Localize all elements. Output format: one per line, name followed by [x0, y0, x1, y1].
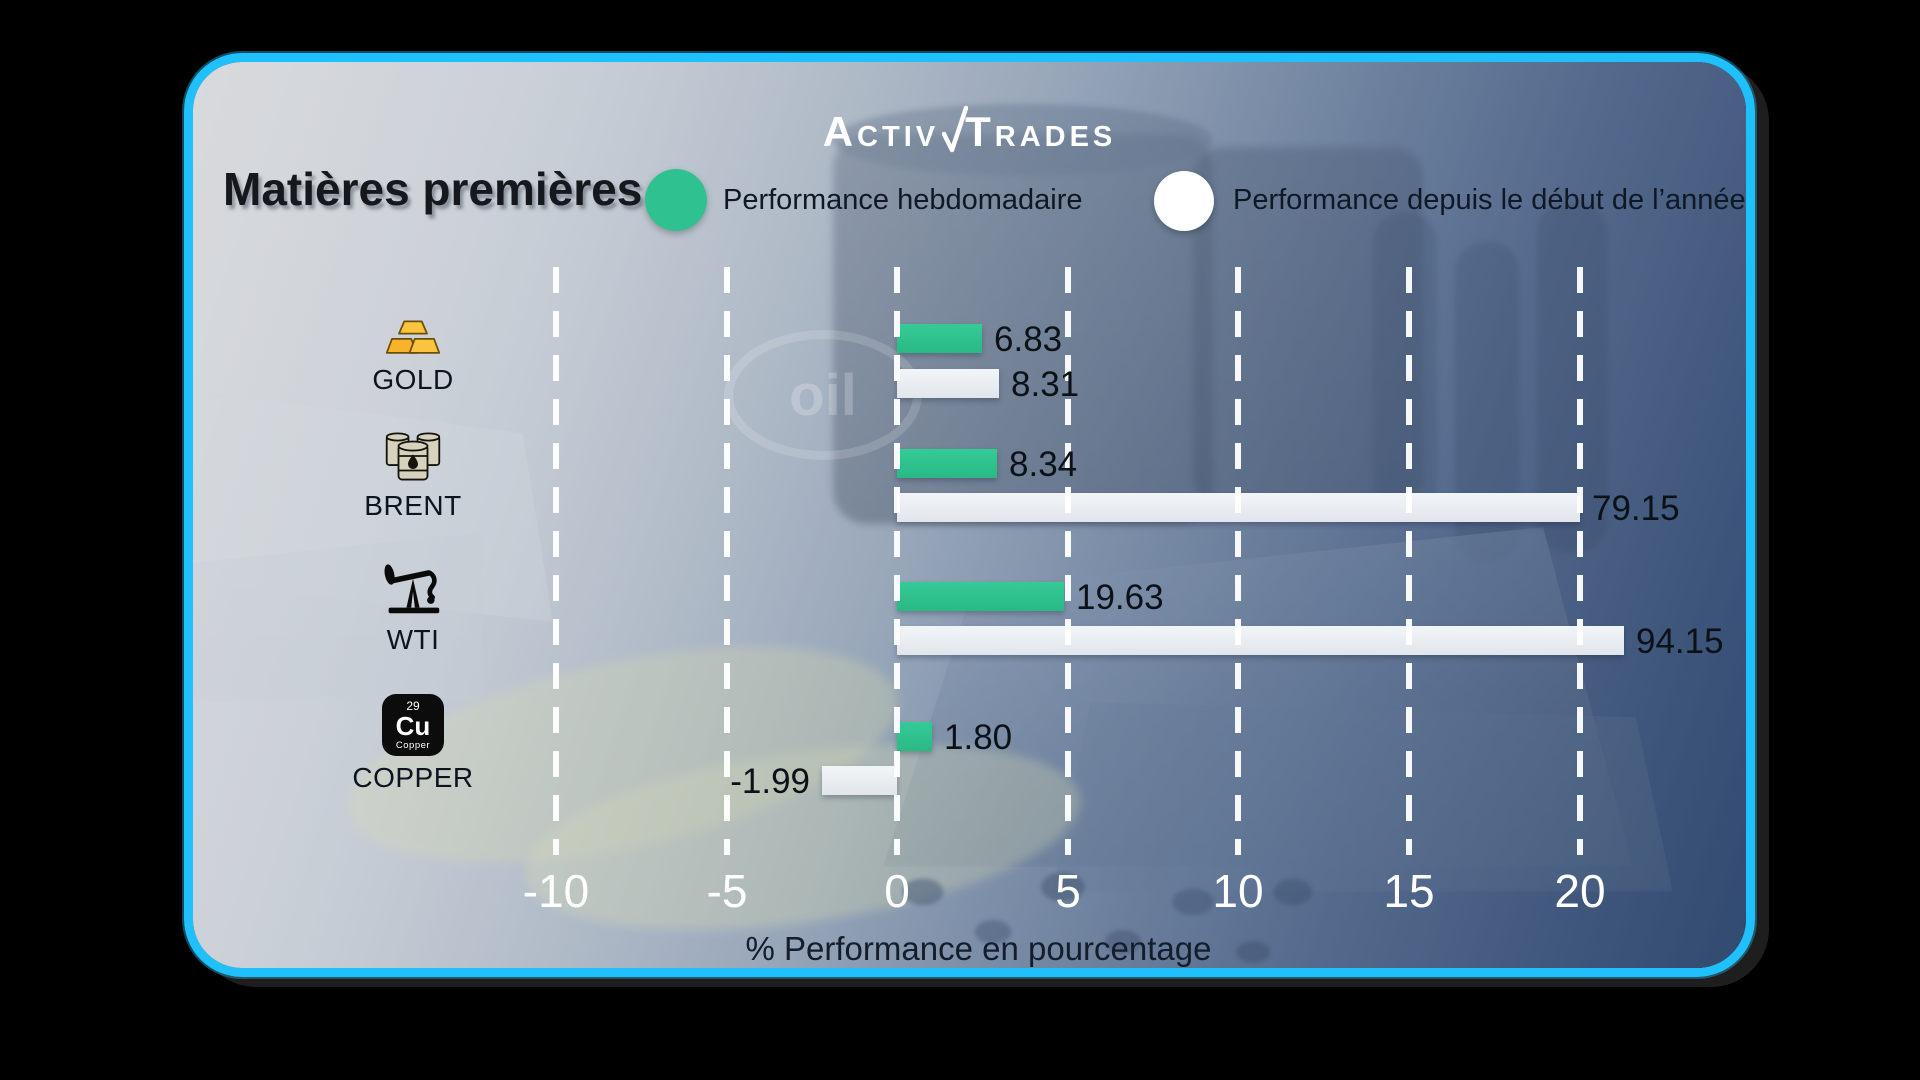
gridline-15 [1406, 267, 1412, 855]
category-label-copper: COPPER [352, 762, 474, 793]
gold-ytd-bar [897, 369, 999, 398]
copper-weekly-bar [897, 722, 932, 751]
x-tick-15: 15 [1383, 865, 1435, 917]
copper-name: Copper [395, 739, 431, 751]
brent-weekly-value: 8.34 [1009, 445, 1078, 484]
logo-word-activ: ACTIV [822, 108, 940, 155]
gridline-0 [894, 267, 900, 855]
copper-ytd-bar [822, 766, 897, 795]
x-tick--10: -10 [522, 865, 590, 917]
background-photo [193, 62, 1746, 968]
wti-weekly-bar [897, 582, 1064, 611]
activtrades-logo: ACTIV TRADES [193, 94, 1746, 163]
oil-barrels-icon [384, 428, 442, 489]
ytd-legend-label: Performance depuis le début de l’année [1233, 184, 1746, 216]
x-tick-0: 0 [884, 865, 910, 917]
gold-bars-icon [385, 316, 441, 365]
wti-weekly-value: 19.63 [1076, 578, 1164, 617]
logo-checkmark-icon [942, 105, 969, 153]
copper-badge: 29 Cu Copper [382, 694, 444, 756]
x-tick--5: -5 [706, 865, 748, 917]
wti-ytd-bar [897, 626, 1624, 655]
copper-atomic-number: 29 [406, 698, 420, 713]
gold-ytd-value: 8.31 [1011, 365, 1080, 404]
oil-pumpjack-icon [383, 558, 443, 621]
x-tick-5: 5 [1055, 865, 1081, 917]
copper-symbol: Cu [395, 710, 431, 741]
gridline--10 [553, 267, 559, 855]
gold-weekly-bar [897, 324, 982, 353]
copper-ytd-value: -1.99 [730, 762, 810, 801]
oil-watermark: oil [724, 330, 922, 460]
weekly-legend-dot [645, 169, 707, 231]
category-label-brent: BRENT [364, 490, 462, 521]
x-tick-10: 10 [1212, 865, 1264, 917]
copper-element-icon: 29 Cu Copper [382, 694, 444, 756]
x-tick-20: 20 [1554, 865, 1606, 917]
gold-weekly-value: 6.83 [994, 320, 1063, 359]
card-frame: oil ACTIV TRADES Matières premières Perf… [184, 53, 1755, 977]
gridline--5 [724, 267, 730, 855]
oil-watermark-text: oil [789, 362, 857, 428]
weekly-legend-label: Performance hebdomadaire [723, 184, 1083, 216]
ytd-legend-dot [1154, 171, 1214, 231]
category-label-gold: GOLD [372, 364, 454, 395]
logo-word-trades: TRADES [965, 108, 1117, 155]
gridline-5 [1065, 267, 1071, 855]
category-label-wti: WTI [386, 624, 440, 655]
gridline-10 [1235, 267, 1241, 855]
gridline-20 [1577, 267, 1583, 855]
page-title: Matières premières [223, 163, 643, 215]
brent-weekly-bar [897, 449, 997, 478]
brent-ytd-value: 79.15 [1592, 489, 1680, 528]
wti-ytd-value: 94.15 [1636, 622, 1724, 661]
copper-weekly-value: 1.80 [944, 718, 1013, 757]
x-axis-title: % Performance en pourcentage [745, 930, 1212, 967]
